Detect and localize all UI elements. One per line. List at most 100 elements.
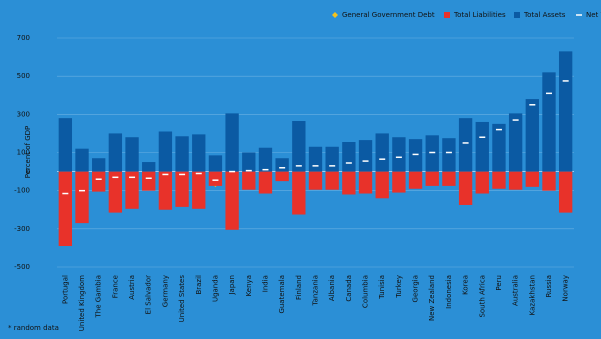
bar	[292, 121, 306, 172]
bar	[525, 99, 539, 172]
x-tick-label: Finland	[295, 275, 303, 300]
y-tick-label: -300	[14, 225, 30, 233]
y-tick-label: 100	[17, 149, 30, 157]
bar	[125, 171, 139, 209]
x-tick-label: Georgia	[412, 275, 420, 302]
bar	[508, 171, 523, 190]
x-tick-label: Tanzania	[312, 275, 320, 306]
x-tick-label: Canada	[345, 275, 353, 302]
legend-label: Net Worth	[586, 11, 601, 19]
bar	[358, 171, 373, 194]
bar	[158, 171, 173, 210]
bar	[358, 140, 373, 172]
x-tick-label: Kazakhstan	[528, 275, 536, 315]
bar	[392, 137, 406, 172]
bar	[275, 158, 289, 172]
legend-label: Total Assets	[523, 11, 566, 19]
y-tick-label: 500	[17, 72, 30, 80]
bar	[108, 171, 123, 213]
bar	[458, 171, 473, 205]
bar	[92, 171, 106, 192]
bar	[208, 171, 223, 186]
x-tick-label: Turkey	[395, 275, 403, 299]
bar	[408, 139, 423, 172]
bar	[158, 131, 173, 172]
bar	[308, 171, 323, 190]
bar	[175, 171, 189, 207]
bar	[108, 133, 123, 172]
x-tick-label: Indonesia	[445, 275, 453, 309]
bar	[58, 118, 73, 172]
legend-swatch	[332, 12, 338, 18]
y-tick-label: 300	[17, 110, 30, 118]
bar	[375, 133, 389, 172]
bar	[342, 171, 356, 195]
bar	[325, 171, 339, 190]
x-tick-label: Australia	[512, 275, 520, 306]
bar	[292, 171, 306, 215]
x-tick-label: Uganda	[211, 275, 219, 302]
x-tick-label: South Africa	[478, 275, 486, 318]
x-tick-label: Korea	[462, 275, 470, 295]
bar	[325, 146, 339, 172]
bar	[392, 171, 406, 193]
x-tick-label: Portugal	[61, 275, 69, 304]
bar	[542, 72, 556, 172]
y-tick-label: -500	[14, 263, 30, 271]
x-tick-label: El Salvador	[145, 275, 153, 314]
x-tick-label: The Gambia	[95, 275, 103, 318]
x-tick-label: Kenya	[245, 275, 253, 296]
bar	[542, 171, 556, 191]
bar	[558, 51, 573, 172]
x-tick-label: India	[261, 275, 269, 292]
bar	[525, 171, 539, 187]
x-tick-label: Austria	[128, 275, 136, 300]
y-axis-label: Percent of GDP	[24, 126, 32, 179]
x-tick-label: Japan	[228, 275, 236, 296]
bar	[192, 171, 206, 209]
bar	[342, 142, 356, 172]
bar	[442, 171, 456, 186]
bar	[242, 152, 256, 172]
legend-label: Total Liabilities	[453, 11, 506, 19]
x-tick-label: Albania	[328, 275, 336, 301]
bar	[425, 171, 439, 186]
y-tick-label: 700	[17, 34, 30, 42]
footnote: * random data	[8, 324, 59, 332]
x-tick-label: Tunisia	[378, 275, 386, 300]
x-tick-label: United States	[178, 275, 186, 323]
y-tick-label: 0	[26, 168, 30, 176]
bar	[425, 135, 439, 172]
bar	[308, 146, 323, 172]
bar	[225, 171, 239, 230]
x-tick-label: France	[111, 275, 119, 298]
bar	[475, 171, 489, 194]
bar	[492, 171, 506, 189]
x-tick-label: New Zealand	[428, 275, 436, 321]
bar	[192, 134, 206, 172]
bar	[508, 113, 523, 172]
bar	[458, 118, 473, 172]
bar	[58, 171, 73, 247]
bar	[92, 158, 106, 172]
bar	[225, 113, 239, 172]
x-tick-label: Germany	[161, 275, 169, 307]
x-tick-label: Peru	[495, 275, 503, 291]
bar	[75, 171, 89, 224]
x-tick-label: Guatemala	[278, 275, 286, 314]
legend-swatch	[514, 12, 520, 18]
bar	[492, 123, 506, 172]
bar	[258, 171, 273, 194]
bar	[442, 138, 456, 172]
x-tick-label: Norway	[562, 275, 570, 302]
bar	[142, 171, 156, 191]
bar	[475, 121, 489, 172]
bar	[208, 155, 223, 172]
x-tick-label: Russia	[545, 275, 553, 298]
legend-swatch	[444, 12, 450, 18]
x-tick-label: Columbia	[362, 275, 370, 308]
y-tick-label: -100	[14, 187, 30, 195]
legend-label: General Government Debt	[342, 11, 435, 19]
bar	[142, 162, 156, 172]
